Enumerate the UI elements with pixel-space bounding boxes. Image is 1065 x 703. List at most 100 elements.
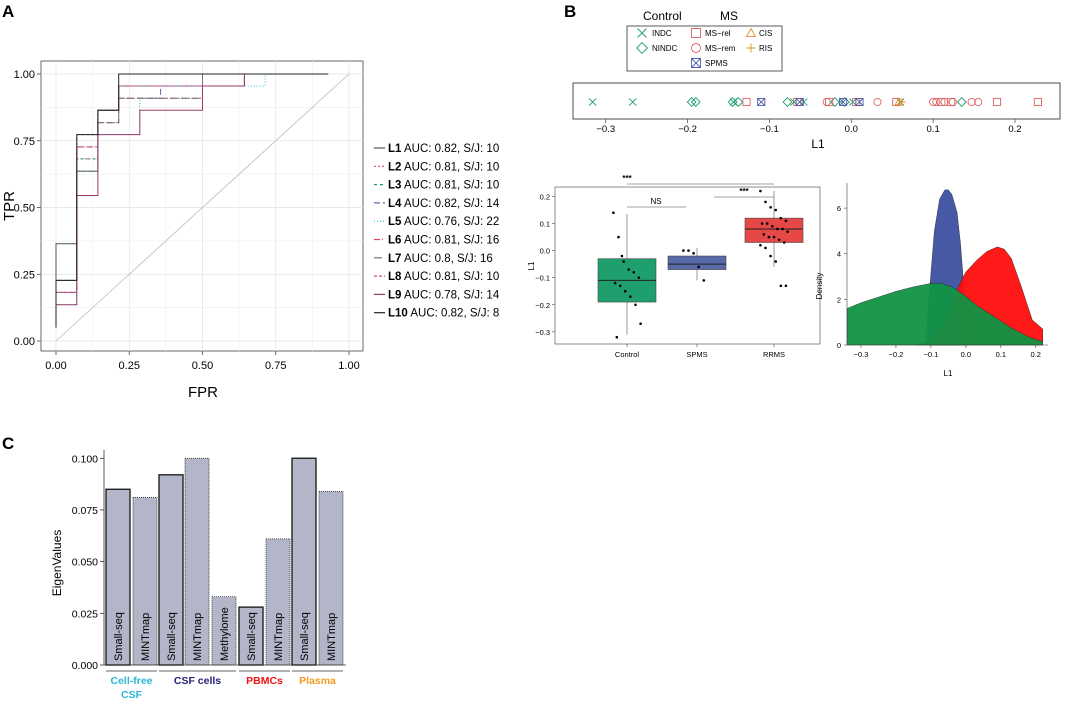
- strip-point-msrem: [873, 97, 882, 107]
- legend-markers: [635, 27, 757, 68]
- strip-frame: [572, 82, 1061, 120]
- eigen-bar-panel: 0.000 0.025 0.050 0.075 0.100 Small-seq MINTm…: [50, 450, 346, 701]
- y-tick-label: 0.25: [14, 269, 35, 281]
- legend-label-ris: RIS: [759, 44, 772, 53]
- density-x-tick-label: 0.2: [1031, 350, 1041, 359]
- bar-4: [211, 596, 237, 666]
- y-tick-label: 0.75: [14, 136, 35, 148]
- strip-points: [588, 97, 1042, 107]
- density-area-control: [846, 283, 1043, 346]
- bar-y-tick-label: 0.000: [72, 660, 98, 672]
- box-point: [759, 243, 762, 247]
- box-point: [760, 222, 764, 225]
- box-spms: [667, 255, 727, 270]
- box-y-tick-label: −0.3: [535, 328, 550, 337]
- density-y-tick-label: 6: [837, 204, 841, 213]
- bar-y-tick-label: 0.100: [72, 453, 98, 465]
- strip-point-spms: [757, 97, 766, 107]
- legend-entry-l5: L5 AUC: 0.76, S/J: 22: [388, 216, 499, 228]
- legend-title-control: Control: [643, 9, 682, 23]
- legend-entry-l7: L7 AUC: 0.8, S/J: 16: [388, 253, 493, 265]
- box-point: [629, 295, 632, 298]
- strip-point-msrem: [932, 97, 941, 107]
- density-x-tick-label: −0.2: [889, 350, 904, 359]
- strip-point-spms: [855, 97, 864, 107]
- bar-8: [318, 490, 344, 666]
- box-point: [624, 289, 627, 293]
- l1-legend: Control MS INDC NINDC MS−rel MS−rem SPMS…: [626, 9, 783, 72]
- density-x-label: L1: [944, 369, 953, 378]
- legend-label-nindc: NINDC: [652, 44, 678, 53]
- legend-box: [626, 25, 783, 72]
- box-y-tick-label: 0.1: [540, 220, 550, 229]
- roc-panel: 0.00 0.25 0.50 0.75 1.00 0.00 0.25 0.50 0.75 1.0…: [1, 60, 500, 401]
- roc-curve-l7: [55, 73, 308, 315]
- bar-6: [265, 538, 291, 666]
- box-point: [622, 260, 625, 263]
- strip-point-msrel: [825, 97, 834, 107]
- legend-label-msrel: MS−rel: [705, 29, 731, 38]
- roc-legend: L1 AUC: 0.82, S/J: 10 L2 AUC: 0.81, S/J: …: [374, 143, 500, 320]
- bar-label-3: MINTmap: [192, 613, 204, 661]
- group-label: Cell-free: [110, 675, 152, 687]
- strip-tick-label: 0.2: [1008, 124, 1021, 135]
- density-x-ticks: −0.3 −0.2 −0.1 0.0 0.1 0.2: [854, 345, 1041, 359]
- roc-curve-l1: [55, 73, 329, 328]
- strip-point-spms: [839, 97, 848, 107]
- bar-y-label: EigenValues: [50, 530, 64, 597]
- box-point: [776, 227, 779, 231]
- strip-x-ticks: −0.3 −0.2 −0.1 0.0 0.1 0.2: [596, 119, 1022, 135]
- box-y-tick-label: −0.1: [535, 274, 550, 283]
- density-y-ticks: 0 2 4 6: [837, 204, 847, 350]
- box-point: [782, 241, 786, 244]
- strip-point-msrem: [940, 97, 949, 107]
- group-label: Plasma: [299, 675, 336, 687]
- box-point: [784, 284, 788, 288]
- bar-label-1: MINTmap: [140, 613, 152, 661]
- box-point: [620, 254, 624, 258]
- box-point: [779, 284, 783, 288]
- box-elements: [597, 183, 804, 339]
- legend-entry-l6: L6 AUC: 0.81, S/J: 16: [388, 235, 499, 247]
- box-point: [627, 268, 630, 271]
- box-point: [769, 254, 772, 258]
- box-point: [615, 335, 619, 339]
- group-label-line2: CSF: [121, 689, 143, 701]
- box-point: [771, 224, 774, 228]
- strip-point-nindc: [829, 97, 840, 107]
- box-point: [777, 238, 781, 242]
- strip-point-nindc: [686, 97, 697, 107]
- density-x-tick-label: 0.0: [961, 350, 971, 359]
- bar-label-7: Small-seq: [299, 612, 311, 661]
- strip-point-msrem: [967, 97, 976, 107]
- strip-point-nindc: [690, 97, 701, 107]
- density-y-label: Density: [815, 273, 824, 300]
- strip-point-indc: [799, 98, 808, 106]
- bar-group-labels: Cell-free CSF CSF cells PBMCs Plasma: [106, 670, 343, 701]
- box-point: [697, 265, 700, 269]
- box-y-tick-label: −0.2: [535, 301, 550, 310]
- bar-y-tick-label: 0.025: [72, 608, 98, 620]
- strip-point-ris: [898, 98, 906, 106]
- strip-point-nindc: [782, 97, 793, 107]
- legend-marker-msrem: [691, 43, 701, 53]
- box-point: [639, 322, 642, 325]
- panel-label-a: A: [2, 2, 14, 21]
- roc-curves: [55, 73, 329, 328]
- strip-point-msrem: [822, 97, 831, 107]
- box-point: [687, 249, 690, 252]
- roc-x-label: FPR: [188, 384, 218, 401]
- box-point: [774, 260, 777, 263]
- bar-elements: Small-seq MINTmap Small-seq MINTmap Methylom…: [104, 457, 346, 666]
- l1-boxplot-panel: *** NS *** −0.3 −0.2 −0.1 0.0 0.1 0.2 Control…: [527, 174, 821, 359]
- box-x-ticks: Control SPMS RRMS: [615, 344, 785, 359]
- box-point: [634, 303, 637, 307]
- box-point: [772, 235, 776, 239]
- bar-y-ticks: 0.000 0.025 0.050 0.075 0.100: [72, 453, 104, 672]
- box-point: [769, 206, 772, 209]
- box-y-tick-label: 0.0: [540, 247, 550, 256]
- box-point: [786, 230, 789, 233]
- box-significance: *** NS ***: [622, 174, 749, 206]
- bar-5: [238, 606, 264, 666]
- box-point: [781, 227, 784, 231]
